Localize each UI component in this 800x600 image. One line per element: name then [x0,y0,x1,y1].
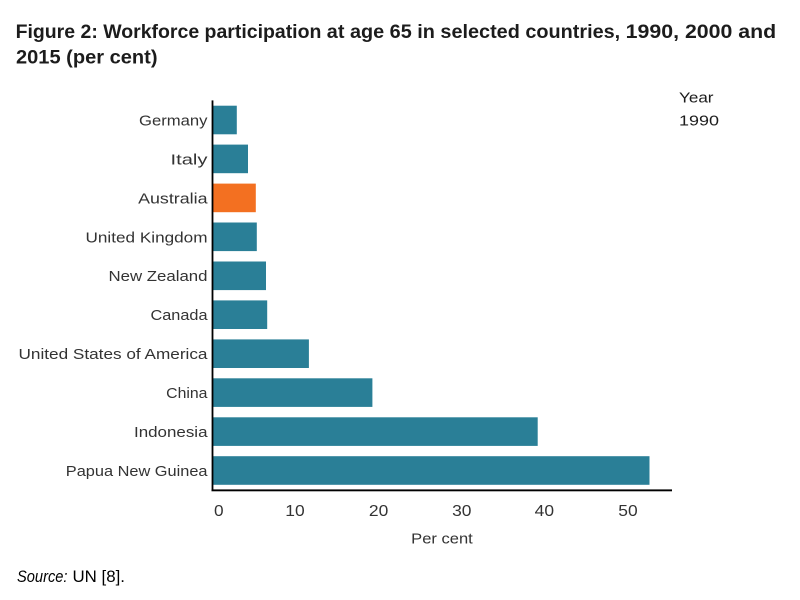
svg-text:Germany: Germany [139,112,208,129]
svg-text:Source:UN [8].: Source: UN [8]. [17,567,125,586]
svg-text:Figure 2: Workforce participat: Figure 2: Workforce participation at age… [16,22,777,43]
svg-text:United Kingdom: United Kingdom [86,229,208,246]
svg-text:Papua New Guinea: Papua New Guinea [66,463,208,480]
svg-text:Indonesia: Indonesia [134,424,208,441]
svg-text:30: 30 [452,503,472,520]
svg-text:2015 (per cent): 2015 (per cent) [16,47,158,68]
svg-text:20: 20 [369,503,389,520]
svg-text:Canada: Canada [151,307,209,324]
svg-text:Italy: Italy [171,151,209,168]
svg-text:Australia: Australia [138,190,208,207]
svg-text:0: 0 [214,503,224,520]
svg-text:New Zealand: New Zealand [109,268,208,285]
svg-text:China: China [166,385,208,402]
svg-text:1990: 1990 [679,112,719,129]
svg-text:Per cent: Per cent [411,531,474,548]
svg-text:United States of America: United States of America [19,346,209,363]
svg-text:10: 10 [285,503,305,520]
svg-text:50: 50 [618,503,638,520]
svg-text:Year: Year [679,89,714,106]
svg-text:40: 40 [535,503,555,520]
